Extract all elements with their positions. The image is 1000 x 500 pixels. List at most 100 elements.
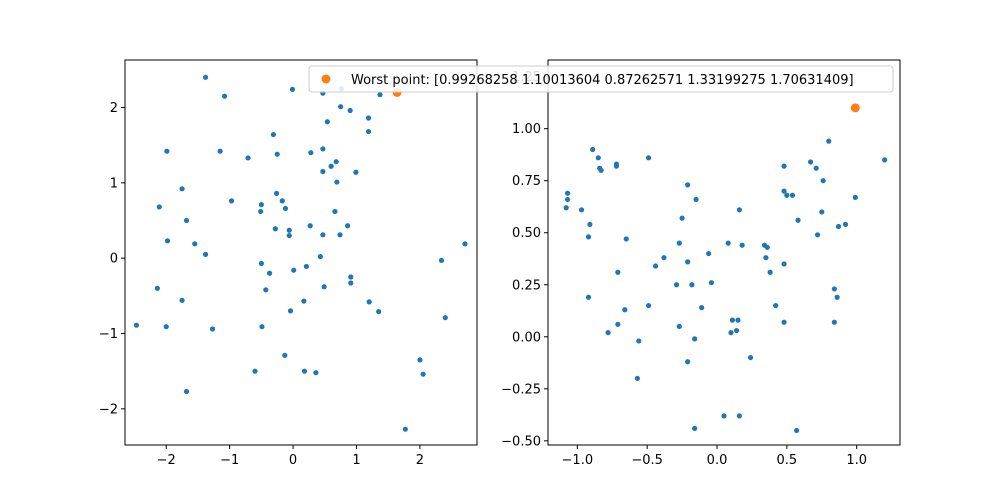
right-data-point	[764, 244, 770, 250]
right-data-point	[735, 317, 741, 323]
right-data-point	[685, 259, 691, 265]
right-plot-frame	[547, 59, 901, 446]
left-data-point	[258, 202, 264, 208]
left-data-point	[301, 298, 307, 304]
right-xtick-label: 0.5	[777, 453, 798, 468]
left-data-point	[353, 169, 359, 175]
left-data-point	[320, 168, 326, 175]
left-data-point	[259, 324, 265, 330]
left-data-point	[348, 274, 354, 280]
left-data-point	[267, 270, 273, 276]
right-data-point	[781, 261, 787, 267]
left-data-point	[245, 155, 251, 161]
right-data-point	[634, 375, 640, 382]
left-data-point	[301, 368, 308, 374]
right-xtick-label: 0.0	[707, 453, 728, 468]
left-data-point	[163, 324, 169, 330]
left-data-point	[332, 208, 338, 215]
legend-label-worst-point: Worst point: [0.99268258 1.10013604 0.87…	[351, 73, 854, 88]
right-data-point	[645, 302, 652, 309]
left-data-point	[217, 148, 223, 154]
left-ytick-label: −1	[99, 327, 118, 342]
right-data-point	[728, 330, 734, 336]
right-data-point	[729, 317, 735, 323]
right-data-point	[661, 255, 667, 261]
right-ytick-label: −0.50	[501, 434, 541, 449]
right-data-point	[564, 196, 571, 203]
left-data-point	[164, 238, 171, 244]
right-data-point	[706, 250, 712, 257]
right-data-point	[613, 163, 620, 169]
right-data-point	[813, 165, 819, 171]
left-xtick-label: −1	[220, 453, 239, 468]
right-worst-point	[850, 103, 860, 113]
left-data-point	[320, 232, 326, 238]
left-data-point	[272, 226, 278, 232]
right-data-point	[645, 155, 652, 161]
left-xtick-label: 2	[416, 453, 424, 468]
right-ytick-label: 0.75	[512, 174, 541, 189]
legend-box	[308, 65, 894, 93]
left-data-point	[348, 280, 354, 286]
left-data-point	[320, 146, 326, 152]
right-data-point	[831, 286, 837, 292]
right-data-point	[781, 319, 787, 325]
left-data-point	[133, 322, 140, 328]
left-data-point	[282, 205, 289, 212]
right-data-point	[585, 234, 592, 240]
right-data-point	[814, 232, 821, 238]
right-data-point	[595, 155, 601, 161]
right-data-point	[747, 354, 754, 361]
right-data-point	[623, 236, 629, 242]
right-data-point	[615, 321, 621, 327]
left-data-point	[337, 232, 343, 238]
right-xtick-label: 1.0	[846, 453, 867, 468]
left-xtick-label: 0	[289, 453, 297, 468]
left-data-point	[442, 315, 448, 321]
right-data-point	[763, 255, 769, 261]
left-data-point	[202, 251, 209, 257]
left-data-point	[209, 326, 216, 332]
left-data-point	[321, 284, 327, 290]
left-ytick-label: 0	[110, 252, 118, 267]
right-data-point	[842, 221, 849, 228]
left-data-point	[365, 115, 372, 121]
left-data-point	[179, 297, 185, 303]
left-data-point	[291, 267, 297, 273]
right-data-point	[773, 302, 779, 309]
left-ytick-label: −2	[99, 402, 118, 417]
left-data-point	[282, 352, 288, 358]
right-data-point	[590, 146, 596, 153]
left-data-point	[274, 151, 280, 157]
right-data-point	[725, 240, 731, 246]
right-data-point	[563, 205, 569, 211]
right-plot-points	[563, 103, 888, 434]
legend: Worst point: [0.99268258 1.10013604 0.87…	[308, 65, 894, 93]
right-data-point	[679, 215, 685, 221]
left-data-point	[308, 150, 314, 156]
right-data-point	[689, 282, 695, 288]
right-data-point	[834, 294, 840, 300]
right-data-point	[636, 338, 642, 344]
right-data-point	[819, 209, 825, 215]
left-data-point	[279, 198, 285, 204]
left-data-point	[462, 241, 468, 247]
right-data-point	[882, 157, 888, 163]
left-data-point	[286, 232, 292, 239]
left-ytick-label: 1	[110, 176, 118, 191]
left-data-point	[303, 263, 309, 270]
left-data-point	[307, 223, 313, 229]
left-data-point	[313, 370, 319, 376]
left-data-point	[333, 159, 339, 165]
right-data-point	[564, 190, 571, 196]
right-data-point	[585, 294, 592, 300]
left-data-point	[179, 186, 185, 192]
right-ytick-label: 1.00	[512, 122, 541, 137]
right-data-point	[852, 194, 858, 200]
right-data-point	[587, 221, 593, 228]
right-data-point	[835, 223, 842, 230]
left-data-point	[417, 357, 423, 363]
left-xtick-label: −2	[157, 453, 176, 468]
right-data-point	[795, 217, 801, 223]
